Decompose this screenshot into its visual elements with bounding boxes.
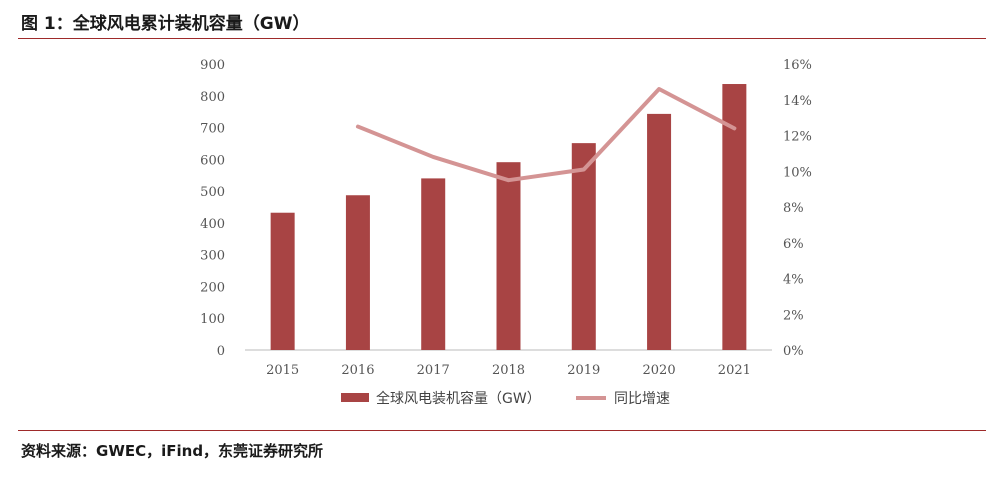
x-tick-label: 2019 [567, 363, 600, 378]
x-tick-label: 2017 [417, 363, 450, 378]
y-right-tick-label: 0% [783, 344, 804, 359]
bar [345, 195, 370, 350]
legend: 全球风电装机容量（GW） 同比增速 [341, 390, 670, 407]
legend-bar-label: 全球风电装机容量（GW） [376, 390, 541, 407]
y-left-tick-label: 0 [217, 344, 225, 359]
legend-bar-swatch [341, 393, 369, 402]
y-right-tick-label: 8% [783, 201, 804, 216]
bar [270, 212, 295, 350]
x-tick-label: 2020 [643, 363, 676, 378]
x-axis: 2015 2016 2017 2018 2019 2020 2021 [266, 363, 751, 378]
y-left-tick-label: 300 [200, 249, 225, 264]
y-left-tick-label: 200 [200, 280, 225, 295]
y-right-tick-label: 16% [783, 58, 812, 73]
right-axis: 0% 2% 4% 6% 8% 10% 12% 14% 16% [783, 58, 812, 359]
y-left-tick-label: 700 [200, 122, 225, 137]
left-axis: 0 100 200 300 400 500 600 700 800 900 [200, 58, 225, 359]
bar [496, 162, 521, 350]
growth-line [355, 87, 737, 183]
source-note: 资料来源：GWEC，iFind，东莞证券研究所 [21, 442, 324, 460]
y-right-tick-label: 12% [783, 130, 812, 145]
y-right-tick-label: 2% [783, 308, 804, 323]
bar [647, 113, 672, 350]
y-left-tick-label: 100 [200, 312, 225, 327]
y-right-tick-label: 6% [783, 237, 804, 252]
y-left-tick-label: 500 [200, 185, 225, 200]
y-left-tick-label: 900 [200, 58, 225, 73]
bar [421, 178, 446, 350]
bar-series [270, 84, 747, 351]
y-right-tick-label: 4% [783, 273, 804, 288]
top-rule [18, 38, 986, 39]
x-tick-label: 2018 [492, 363, 525, 378]
y-right-tick-label: 10% [783, 165, 812, 180]
chart: 0 100 200 300 400 500 600 700 800 900 0% 2% 4% 6% 8% 1… [200, 58, 812, 407]
legend-line-label: 同比增速 [614, 391, 670, 407]
x-tick-label: 2015 [266, 363, 299, 378]
y-right-tick-label: 14% [783, 94, 812, 109]
figure-title: 图 1：全球风电累计装机容量（GW） [21, 14, 310, 34]
x-tick-label: 2016 [341, 363, 374, 378]
bar [571, 143, 596, 350]
bottom-rule [18, 430, 986, 431]
y-left-tick-label: 800 [200, 90, 225, 105]
y-left-tick-label: 600 [200, 153, 225, 168]
x-tick-label: 2021 [718, 363, 751, 378]
y-left-tick-label: 400 [200, 217, 225, 232]
